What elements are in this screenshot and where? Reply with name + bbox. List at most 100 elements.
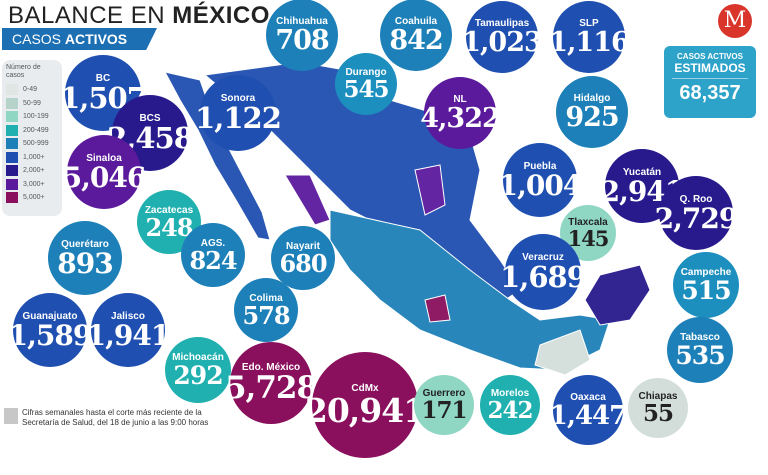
state-name: NL (453, 94, 467, 105)
state-name: Sinaloa (86, 152, 122, 164)
state-name: Morelos (490, 388, 530, 399)
state-name: Hidalgo (573, 93, 611, 104)
legend-swatch (6, 151, 18, 163)
state-value: 20,941 (304, 391, 426, 430)
state-name: Q. Roo (679, 193, 713, 205)
state-name: BCS (139, 113, 161, 124)
state-name: Colima (249, 292, 283, 304)
map-yucatan (584, 264, 651, 326)
state-bubble-yucat-n: Yucatán 2,941 (601, 149, 684, 223)
state-value: 5,728 (224, 370, 318, 406)
state-name: AGS. (200, 237, 226, 249)
state-name: Zacatecas (144, 204, 194, 216)
legend: Número de casos 0-49 50-99 100-199 200-499 5… (2, 60, 62, 216)
legend-item: 500-999 (6, 137, 58, 151)
state-value: 824 (189, 245, 237, 275)
legend-swatch (6, 138, 18, 150)
state-bubble-tabasco: Tabasco 535 (667, 317, 733, 383)
map-nl (414, 164, 446, 216)
state-bubble-guanajuato: Guanajuato 1,589 (9, 293, 92, 367)
state-bubble-morelos: Morelos 242 (480, 375, 540, 435)
state-value: 842 (389, 25, 443, 56)
state-bubble-quer-taro: Querétaro 893 (48, 221, 122, 295)
estimated-cases-value: 68,357 (679, 82, 741, 104)
state-bubble-coahuila: Coahuila 842 (380, 0, 452, 71)
state-value: 545 (343, 76, 389, 103)
legend-item: 1,000+ (6, 151, 58, 165)
state-bubble-cdmx: CdMx 20,941 (305, 352, 426, 458)
state-name: Guerrero (422, 388, 466, 399)
state-bubble-colima: Colima 578 (234, 278, 298, 342)
state-value: 1,116 (549, 27, 630, 58)
state-name: Yucatán (622, 166, 662, 178)
state-name: Sonora (220, 93, 256, 104)
state-name: Oaxaca (570, 391, 606, 403)
state-value: 680 (279, 248, 327, 278)
state-value: 1,941 (86, 318, 171, 352)
page-title: BALANCE EN MÉXICO (8, 2, 270, 29)
legend-item: 200-499 (6, 124, 58, 138)
state-bubble-oaxaca: Oaxaca 1,447 (549, 375, 627, 445)
state-bubble-slp: SLP 1,116 (549, 1, 630, 73)
state-value: 5,046 (62, 160, 147, 194)
state-bubble-michoac-n: Michoacán 292 (165, 337, 231, 403)
state-value: 1,589 (8, 318, 93, 352)
state-bubble-chiapas: Chiapas 55 (628, 378, 688, 438)
state-value: 292 (173, 361, 223, 390)
state-bubble-chihuahua: Chihuahua 708 (266, 0, 338, 71)
note-square-icon (4, 408, 18, 424)
footnote: Cifras semanales hasta el corte más reci… (4, 408, 208, 428)
state-name: CdMx (351, 383, 379, 394)
state-bubble-nayarit: Nayarit 680 (271, 226, 335, 290)
milenio-logo: M (718, 4, 752, 38)
state-value: 1,023 (462, 27, 543, 58)
state-value: 145 (567, 226, 610, 251)
state-bubble-guerrero: Guerrero 171 (414, 375, 474, 435)
legend-swatch (6, 192, 18, 204)
map-cdmx (424, 294, 451, 323)
state-value: 55 (642, 400, 674, 427)
state-bubble-puebla: Puebla 1,004 (499, 143, 582, 217)
state-name: Querétaro (61, 238, 109, 250)
state-name: Chihuahua (276, 16, 328, 27)
legend-item: 5,000+ (6, 191, 58, 205)
state-name: Jalisco (111, 310, 145, 322)
legend-item: 2,000+ (6, 164, 58, 178)
state-name: Tamaulipas (474, 18, 530, 29)
map-sinaloa (284, 174, 331, 226)
subtitle-banner: CASOS ACTIVOS (2, 28, 157, 50)
state-bubble-jalisco: Jalisco 1,941 (87, 293, 170, 367)
state-bubble-campeche: Campeche 515 (673, 252, 739, 318)
legend-swatch (6, 84, 18, 96)
state-bubble-q-roo: Q. Roo 2,729 (655, 176, 738, 250)
legend-swatch (6, 165, 18, 177)
state-name: Campeche (680, 267, 732, 278)
state-bubble-edo-m-xico: Edo. México 5,728 (225, 342, 318, 424)
state-name: Edo. México (241, 362, 301, 373)
state-value: 515 (681, 276, 731, 305)
map-chiapas (534, 329, 591, 376)
state-value: 1,689 (500, 260, 587, 294)
state-bubble-sinaloa: Sinaloa 5,046 (63, 135, 146, 209)
state-value: 578 (242, 300, 290, 330)
state-value: 4,322 (420, 103, 501, 134)
state-bubble-veracruz: Veracruz 1,689 (500, 234, 587, 310)
state-value: 171 (421, 397, 467, 424)
state-value: 708 (275, 25, 329, 56)
state-name: Guanajuato (22, 310, 78, 322)
state-value: 1,122 (195, 101, 282, 135)
state-bubble-durango: Durango 545 (335, 53, 397, 115)
legend-swatch (6, 124, 18, 136)
state-name: Tlaxcala (568, 217, 608, 228)
state-bubble-nl: NL 4,322 (420, 77, 501, 149)
state-name: Tabasco (680, 332, 720, 343)
state-bubble-ags: AGS. 824 (181, 223, 245, 287)
state-value: 1,447 (549, 400, 627, 431)
state-name: Chiapas (638, 391, 678, 402)
estimated-cases-box: CASOS ACTIVOS ESTIMADOS 68,357 (664, 46, 756, 118)
state-bubble-hidalgo: Hidalgo 925 (556, 76, 628, 148)
state-name: Nayarit (286, 240, 320, 252)
legend-swatch (6, 97, 18, 109)
state-bubble-sonora: Sonora 1,122 (195, 75, 282, 151)
state-value: 893 (57, 246, 113, 280)
